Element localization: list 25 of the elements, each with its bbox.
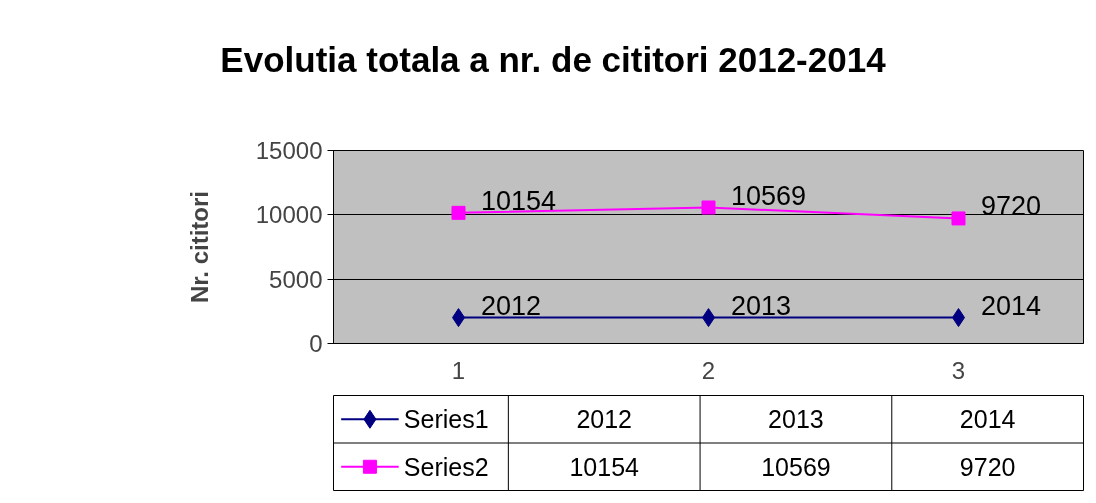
text: 10569 <box>761 452 831 481</box>
point <box>951 211 966 226</box>
y-axis-title: Nr. cititori <box>185 190 213 304</box>
point <box>451 205 466 220</box>
point <box>701 200 716 215</box>
x-tick-label: 1 <box>451 356 466 384</box>
data-label: 10569 <box>731 180 807 211</box>
x-tick-label: 2 <box>701 356 716 384</box>
x-tick-label: 3 <box>951 356 966 384</box>
text: 2013 <box>768 405 824 434</box>
text: 2012 <box>576 405 633 434</box>
text: 9720 <box>959 452 1016 481</box>
y-tick-label: 5000 <box>269 265 323 293</box>
data-label: 10154 <box>481 185 557 216</box>
text: 2014 <box>959 405 1016 434</box>
y-tick-label: 10000 <box>255 201 323 229</box>
y-tick-label: 0 <box>309 330 323 357</box>
y-tick-label: 15000 <box>255 137 323 164</box>
legend-label: Series1 <box>403 405 489 434</box>
data-label: 2012 <box>481 290 542 321</box>
data-label: 2013 <box>731 290 792 321</box>
legend-label: Series2 <box>403 452 489 481</box>
text: 10154 <box>569 452 640 481</box>
data-label: 2014 <box>981 290 1042 321</box>
chart-title: Evolutia totala a nr. de cititori 2012-2014 <box>220 39 886 81</box>
